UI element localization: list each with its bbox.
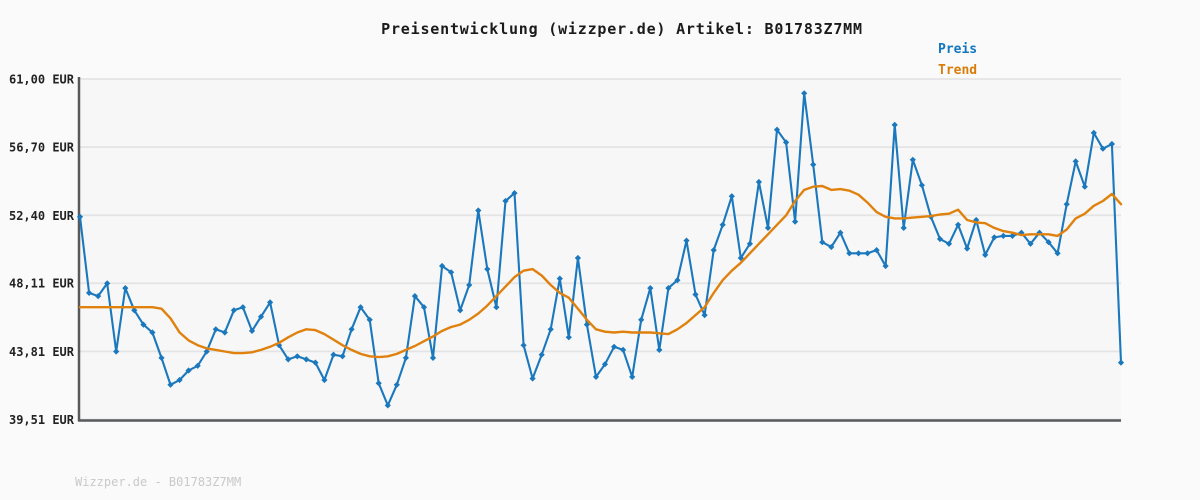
plot-area	[80, 79, 1121, 420]
chart-legend: Preis Trend	[938, 39, 977, 81]
y-axis-tick-label: 43,81 EUR	[9, 345, 75, 359]
y-axis-tick-label: 39,51 EUR	[9, 413, 75, 427]
y-axis-tick-label: 52,40 EUR	[9, 209, 75, 223]
price-chart: 61,00 EUR 56,70 EUR 52,40 EUR 48,11 EUR 43,8…	[9, 73, 1125, 427]
y-axis-tick-label: 56,70 EUR	[9, 141, 75, 155]
trend-line	[78, 184, 1123, 359]
y-axis-tick-label: 48,11 EUR	[9, 277, 75, 291]
legend-item-preis: Preis	[938, 42, 978, 57]
footer-watermark: Wizzper.de - B01783Z7MM	[75, 475, 242, 489]
legend-item-trend: Trend	[938, 63, 978, 78]
y-axis-tick-label: 61,00 EUR	[9, 73, 75, 87]
chart-title: Preisentwicklung (wizzper.de) Artikel: B…	[381, 20, 863, 38]
